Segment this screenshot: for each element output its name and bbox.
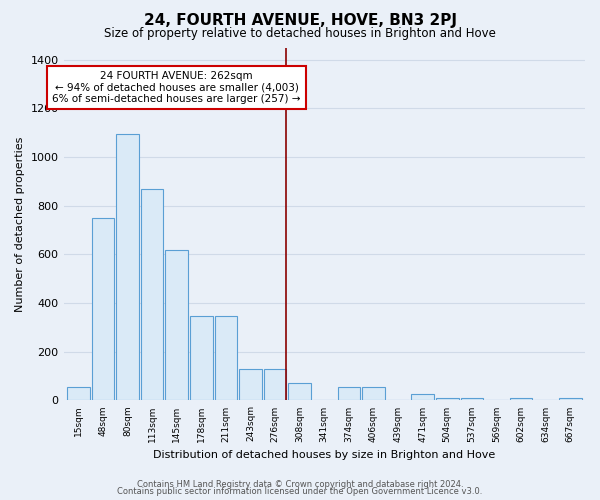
Text: Contains public sector information licensed under the Open Government Licence v3: Contains public sector information licen… xyxy=(118,487,482,496)
Bar xyxy=(166,250,188,400)
Text: 24, FOURTH AVENUE, HOVE, BN3 2PJ: 24, FOURTH AVENUE, HOVE, BN3 2PJ xyxy=(143,12,457,28)
Bar xyxy=(289,384,311,400)
Bar xyxy=(436,398,458,400)
Bar xyxy=(362,387,385,400)
Bar xyxy=(559,398,581,400)
Bar xyxy=(215,316,237,400)
Bar xyxy=(190,316,212,400)
Bar xyxy=(92,218,114,400)
Bar xyxy=(510,398,532,400)
Text: Contains HM Land Registry data © Crown copyright and database right 2024.: Contains HM Land Registry data © Crown c… xyxy=(137,480,463,489)
Bar xyxy=(338,387,360,400)
Y-axis label: Number of detached properties: Number of detached properties xyxy=(15,136,25,312)
Bar xyxy=(116,134,139,400)
Text: 24 FOURTH AVENUE: 262sqm
← 94% of detached houses are smaller (4,003)
6% of semi: 24 FOURTH AVENUE: 262sqm ← 94% of detach… xyxy=(52,71,301,104)
Text: Size of property relative to detached houses in Brighton and Hove: Size of property relative to detached ho… xyxy=(104,28,496,40)
Bar xyxy=(67,387,89,400)
X-axis label: Distribution of detached houses by size in Brighton and Hove: Distribution of detached houses by size … xyxy=(153,450,496,460)
Bar xyxy=(264,369,286,400)
Bar xyxy=(239,369,262,400)
Bar xyxy=(412,394,434,400)
Bar xyxy=(461,398,483,400)
Bar xyxy=(141,188,163,400)
